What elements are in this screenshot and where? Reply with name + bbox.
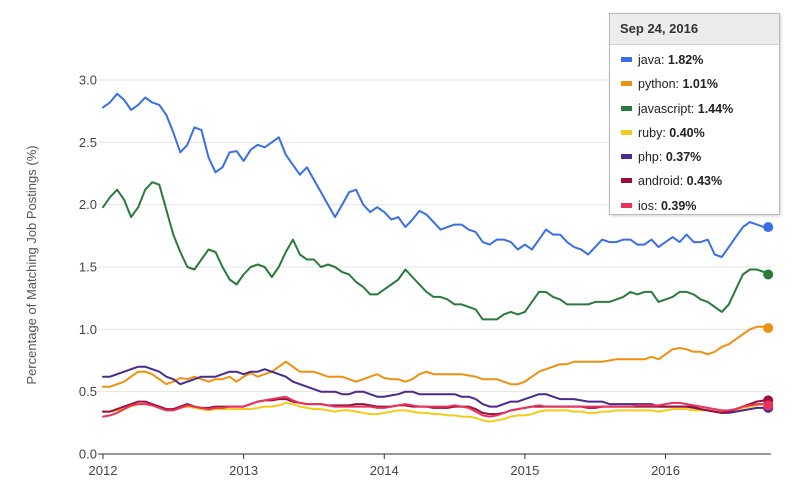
gridlines — [98, 79, 771, 455]
tooltip-separator: : — [658, 150, 666, 165]
y-tick-label: 1.0 — [79, 322, 97, 337]
y-tick-label: 0.0 — [79, 447, 97, 462]
x-tick-label: 2014 — [370, 463, 399, 478]
tooltip-row-ruby: ruby: 0.40% — [610, 121, 779, 145]
tooltip-series-name: ios — [638, 198, 654, 213]
legend-swatch — [621, 105, 632, 111]
legend-swatch — [621, 202, 632, 208]
series-line-python — [102, 325, 770, 388]
tooltip-row-ios: ios: 0.39% — [610, 194, 779, 218]
legend-swatch — [621, 129, 632, 135]
tooltip-series-name: ruby — [638, 125, 663, 140]
tooltip-date: Sep 24, 2016 — [610, 14, 779, 45]
tooltip-row-php: php: 0.37% — [610, 145, 779, 169]
y-tick-label: 2.5 — [79, 135, 97, 150]
tooltip-series-value: 1.01% — [682, 77, 718, 92]
tooltip-row-javascript: javascript: 1.44% — [610, 97, 779, 121]
legend-swatch — [621, 154, 632, 160]
y-tick-label: 0.5 — [79, 384, 97, 399]
tooltip-series-name: java — [638, 53, 661, 67]
legend-swatch — [621, 81, 632, 87]
series-endpoints — [763, 222, 774, 413]
tooltip-series-name: python — [638, 77, 676, 92]
x-tick-label: 2015 — [510, 463, 539, 478]
tooltip-row-android: android: 0.43% — [610, 169, 779, 193]
x-tick-label: 2012 — [89, 463, 118, 478]
y-axis-title: Percentage of Matching Job Postings (%) — [24, 145, 39, 384]
tooltip-separator: : — [662, 125, 670, 140]
y-tick-label: 3.0 — [79, 73, 97, 88]
endpoint-java — [763, 222, 774, 233]
tooltip-series-value: 0.40% — [669, 125, 705, 140]
tooltip-series-name: android — [638, 174, 680, 189]
series-line-javascript — [102, 181, 770, 321]
legend-swatch — [621, 178, 632, 184]
y-axis-ticks: 0.0 0.5 1.0 1.5 2.0 2.5 3.0 — [79, 73, 97, 462]
endpoint-javascript — [763, 269, 774, 280]
y-tick-label: 1.5 — [79, 260, 97, 275]
tooltip-separator: : — [690, 101, 698, 116]
tooltip-separator: : — [653, 198, 661, 213]
legend-swatch — [621, 57, 632, 62]
tooltip-series-name: javascript — [638, 101, 691, 116]
series-lines — [102, 92, 770, 423]
x-axis-ticks: 2012 2013 2014 2015 2016 — [89, 454, 680, 478]
series-line-java — [102, 92, 770, 258]
hover-tooltip: Sep 24, 2016 java: 1.82% python: 1.01% jav… — [609, 13, 780, 215]
series-line-ruby — [102, 401, 770, 423]
tooltip-separator: : — [679, 174, 687, 189]
y-tick-label: 2.0 — [79, 197, 97, 212]
tooltip-series-value: 0.39% — [660, 198, 697, 213]
series-line-ios — [102, 395, 770, 418]
tooltip-rows: java: 1.82% python: 1.01% javascript: 1.44… — [610, 45, 779, 218]
endpoint-python — [763, 323, 774, 334]
endpoint-ios — [763, 400, 774, 411]
x-tick-label: 2016 — [651, 463, 680, 478]
tooltip-row-python: python: 1.01% — [610, 72, 779, 96]
x-tick-label: 2013 — [229, 463, 258, 478]
tooltip-row-java: java: 1.82% — [610, 48, 779, 72]
series-line-android — [102, 398, 770, 416]
tooltip-series-value: 0.37% — [665, 150, 702, 165]
tooltip-series-value: 1.44% — [697, 101, 734, 116]
tooltip-series-value: 0.43% — [686, 174, 723, 189]
tooltip-separator: : — [660, 53, 668, 67]
tooltip-series-value: 1.82% — [667, 53, 704, 67]
tooltip-series-name: php — [638, 150, 659, 165]
tooltip-separator: : — [675, 77, 683, 92]
